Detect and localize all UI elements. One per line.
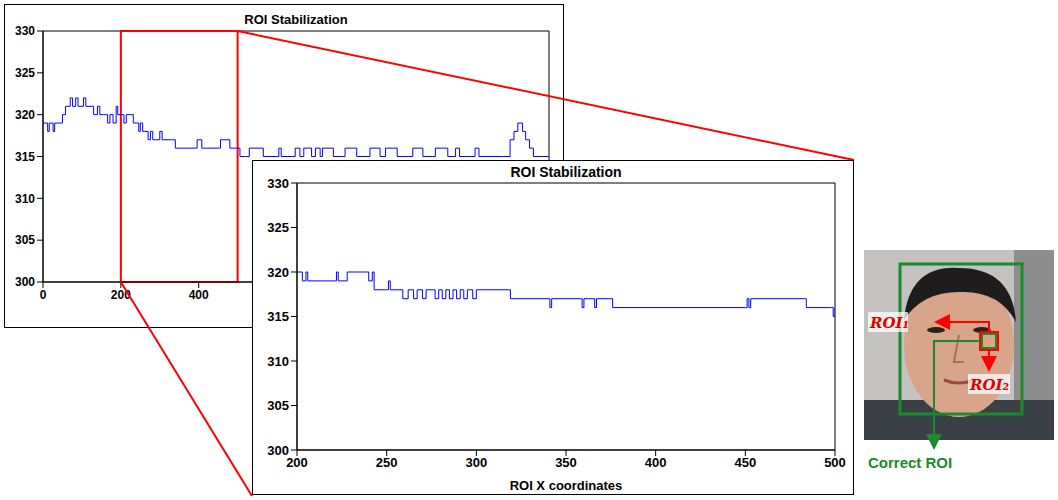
svg-text:400: 400 <box>645 455 667 470</box>
svg-text:200: 200 <box>110 287 131 302</box>
svg-text:ROI X coordinates: ROI X coordinates <box>510 478 623 493</box>
svg-text:315: 315 <box>15 150 35 164</box>
svg-text:325: 325 <box>15 66 35 80</box>
svg-text:325: 325 <box>267 220 289 235</box>
svg-text:300: 300 <box>465 455 487 470</box>
svg-text:310: 310 <box>267 354 289 369</box>
svg-text:305: 305 <box>267 398 289 413</box>
svg-text:ROI₁: ROI₁ <box>869 314 909 332</box>
svg-text:500: 500 <box>824 455 846 470</box>
svg-text:200: 200 <box>286 455 308 470</box>
svg-text:250: 250 <box>376 455 398 470</box>
svg-text:330: 330 <box>267 176 289 191</box>
svg-text:320: 320 <box>267 265 289 280</box>
html-text:ROI Stabilization: ROI Stabilization <box>244 12 348 27</box>
svg-text:315: 315 <box>267 309 289 324</box>
svg-text:320: 320 <box>15 108 35 122</box>
svg-text:400: 400 <box>189 288 209 302</box>
svg-text:330: 330 <box>15 24 35 38</box>
svg-text:300: 300 <box>15 275 35 289</box>
svg-text:0: 0 <box>40 288 47 302</box>
svg-text:ROI₂: ROI₂ <box>969 376 1010 394</box>
svg-text:450: 450 <box>734 455 756 470</box>
html-text:ROI Stabilization: ROI Stabilization <box>510 164 622 180</box>
svg-text:350: 350 <box>555 455 577 470</box>
svg-text:310: 310 <box>15 192 35 206</box>
svg-text:305: 305 <box>15 233 35 247</box>
svg-text:Correct ROI: Correct ROI <box>868 454 952 471</box>
svg-text:300: 300 <box>267 443 289 458</box>
